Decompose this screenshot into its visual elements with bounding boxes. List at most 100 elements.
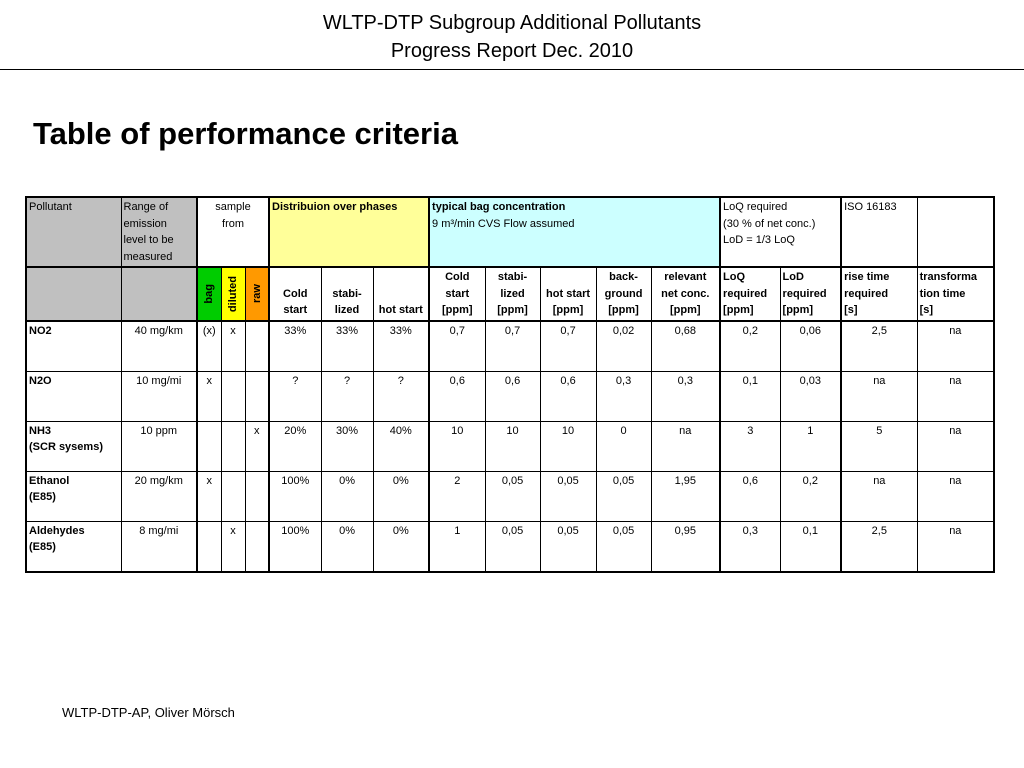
text-line: required — [723, 287, 768, 300]
data-cell: 1 — [428, 520, 486, 572]
data-cell: 0,3 — [650, 370, 722, 422]
data-cell: 0,05 — [539, 470, 597, 522]
table-row: Aldehydes (E85) 8 mg/mi x 100% 0% 0% 1 0,05 0,05 0… — [25, 520, 995, 572]
data-cell: 10 mg/mi — [120, 370, 198, 422]
header-text: diluted — [226, 275, 239, 312]
criteria-table: Pollutant Range of emission level to be mea… — [25, 196, 996, 573]
data-cell — [196, 520, 222, 572]
data-cell: x — [196, 370, 222, 422]
data-cell: 5 — [840, 420, 918, 472]
data-cell: 1,95 — [650, 470, 722, 522]
header-text: bag — [203, 283, 215, 304]
data-cell: 0,05 — [539, 520, 597, 572]
header-cell: Distribuion over phases — [268, 196, 431, 268]
data-cell: 20% — [268, 420, 322, 472]
footer: WLTP-DTP-AP, Oliver Mörsch — [62, 705, 235, 720]
data-cell: na — [916, 320, 995, 372]
data-cell: (x) — [196, 320, 222, 372]
text-line: ISO 16183 — [844, 201, 897, 213]
text-line: emission — [123, 217, 167, 230]
data-cell: 10 — [428, 420, 486, 472]
text-line: relevant — [664, 271, 707, 283]
data-cell: 0,7 — [428, 320, 486, 372]
text-line: (30 % of net conc.) — [723, 217, 816, 230]
pollutant-cell: N2O — [25, 370, 122, 422]
header-cell — [120, 266, 198, 321]
data-cell — [220, 470, 246, 522]
data-cell: 33% — [320, 320, 374, 372]
data-cell: 0,05 — [484, 520, 541, 572]
table-row: Ethanol (E85) 20 mg/km x 100% 0% 0% 2 0,05 0,05 0,… — [25, 470, 995, 522]
text-line: lized — [334, 304, 360, 316]
data-cell: 0,2 — [719, 320, 781, 372]
text-line: hot start — [378, 304, 423, 316]
data-cell: x — [196, 470, 222, 522]
data-cell: 0,6 — [484, 370, 541, 422]
data-cell: 20 mg/km — [120, 470, 198, 522]
data-cell — [220, 420, 246, 472]
data-cell: 0,05 — [595, 520, 652, 572]
text-line: lized — [500, 287, 525, 300]
text-line: hot start — [546, 287, 591, 300]
header-cell: Range of emission level to be measured — [120, 196, 198, 268]
data-cell: 0 — [595, 420, 652, 472]
data-cell: 2,5 — [840, 320, 918, 372]
table-row: NO2 40 mg/km (x) x 33% 33% 33% 0,7 0,7 0,7 0,02 0,6… — [25, 320, 995, 372]
data-cell: 0,7 — [539, 320, 597, 372]
text-line: [ppm] — [552, 304, 584, 316]
header-text: raw — [250, 284, 263, 304]
text-line: [ppm] — [608, 304, 639, 316]
text-line: tion time — [919, 287, 966, 300]
data-cell: na — [650, 420, 722, 472]
header-cell: typical bag concentration 9 m³/min CVS Fl… — [428, 196, 722, 268]
text-line: [ppm] — [723, 304, 754, 316]
pollutant-cell: NH3 (SCR sysems) — [25, 420, 122, 472]
header-cell: Cold start [ppm] — [428, 266, 486, 321]
text-line: transforma — [919, 271, 978, 283]
text-line: start — [283, 304, 308, 316]
data-cell: 0,05 — [595, 470, 652, 522]
data-cell — [196, 420, 222, 472]
text-line: LoQ required — [723, 201, 788, 213]
header-title: WLTP-DTP Subgroup Additional Pollutants P… — [0, 9, 1024, 65]
text-line: (SCR sysems) — [29, 441, 103, 453]
pollutant-cell: NO2 — [25, 320, 122, 372]
text-line: [s] — [844, 304, 858, 316]
data-cell: 100% — [268, 520, 322, 572]
text-line: NO2 — [29, 324, 52, 337]
data-cell: 0,3 — [719, 520, 781, 572]
data-cell: 2 — [428, 470, 486, 522]
data-cell: 3 — [719, 420, 781, 472]
header-cell: stabi-lized [ppm] — [484, 266, 541, 321]
data-cell: 0,3 — [595, 370, 652, 422]
header-cell: diluted — [220, 266, 246, 321]
data-cell: 0% — [372, 470, 431, 522]
data-cell: 0,6 — [428, 370, 486, 422]
text-line: LoD = 1/3 LoQ — [723, 234, 795, 246]
text-line: rise time — [844, 271, 890, 283]
header-cell: LoQ required (30 % of net conc.) LoD = 1/3… — [719, 196, 843, 268]
text-line: stabi- — [497, 271, 528, 283]
data-cell: 0,02 — [595, 320, 652, 372]
data-cell: 0,03 — [779, 370, 843, 422]
data-cell: 0,2 — [779, 470, 843, 522]
data-cell: x — [220, 520, 246, 572]
data-cell — [220, 370, 246, 422]
data-cell: 10 ppm — [120, 420, 198, 472]
pollutant-cell: Aldehydes (E85) — [25, 520, 122, 572]
table-row: NH3 (SCR sysems) 10 ppm x 20% 30% 40% 10 10 10 0 na… — [25, 420, 995, 472]
text-line: ground — [604, 287, 643, 300]
data-cell: 0,6 — [539, 370, 597, 422]
data-cell: 1 — [779, 420, 843, 472]
text-line: Cold — [445, 271, 470, 283]
text-line: WLTP-DTP Subgroup Additional Pollutants — [322, 12, 702, 34]
data-cell: na — [916, 420, 995, 472]
header-cell: bag — [196, 266, 222, 321]
data-cell: 0,1 — [719, 370, 781, 422]
header-cell: transforma tion time [s] — [916, 266, 995, 321]
data-cell — [244, 370, 271, 422]
data-cell: na — [916, 470, 995, 522]
header-cell: hot start [ppm] — [539, 266, 597, 321]
data-cell: 10 — [539, 420, 597, 472]
